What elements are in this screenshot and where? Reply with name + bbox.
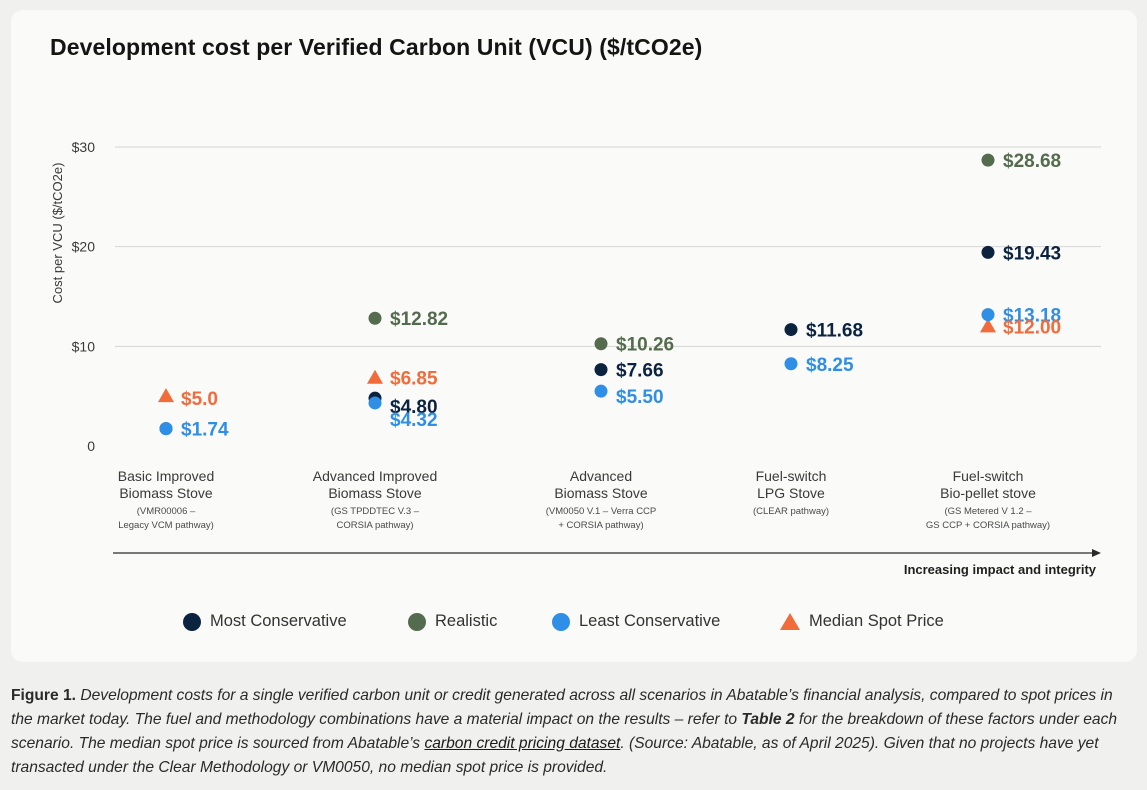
marker-least-conservative [594, 384, 608, 398]
category-label: Advanced [570, 468, 632, 484]
legend-label: Least Conservative [579, 612, 721, 630]
data-label-least-conservative: $8.25 [806, 355, 854, 376]
marker-least-conservative [981, 308, 995, 322]
marker-realistic [594, 337, 608, 351]
data-label-realistic: $10.26 [616, 335, 674, 356]
y-tick-label: $10 [72, 338, 96, 354]
marker-least-conservative [784, 357, 798, 371]
category-sublabel: (VMR00006 – [137, 506, 196, 517]
category-label: Bio-pellet stove [940, 485, 1036, 501]
category-sublabel: GS CCP + CORSIA pathway) [926, 520, 1050, 531]
marker-realistic [368, 311, 382, 325]
category-label: Biomass Stove [328, 485, 422, 501]
marker-most-conservative [594, 363, 608, 377]
legend-label: Most Conservative [210, 612, 347, 630]
marker-most-conservative [981, 245, 995, 259]
category-sublabel: (GS TPDDTEC V.3 – [331, 506, 420, 517]
category-label: Fuel-switch [953, 468, 1024, 484]
legend: Most Conservative Realistic Least Conser… [11, 612, 1137, 636]
category-sublabel: + CORSIA pathway) [558, 520, 643, 531]
chart-card: Development cost per Verified Carbon Uni… [11, 10, 1137, 662]
category-sublabel: (GS Metered V 1.2 – [944, 506, 1032, 517]
y-tick-label: $20 [72, 239, 96, 255]
data-label-most-conservative: $11.68 [806, 321, 863, 342]
category-label: Fuel-switch [756, 468, 827, 484]
data-label-most-conservative: $4.80 [390, 397, 438, 418]
marker-triangle-median-spot-price [158, 388, 174, 403]
category-label: LPG Stove [757, 485, 825, 501]
legend-triangle-icon [780, 613, 800, 630]
category-sublabel: CORSIA pathway) [336, 520, 413, 531]
data-label-realistic: $28.68 [1003, 151, 1061, 172]
category-sublabel: Legacy VCM pathway) [118, 520, 214, 531]
marker-most-conservative [784, 323, 798, 337]
category-label: Basic Improved [118, 468, 214, 484]
legend-item-least-conservative: Least Conservative [552, 612, 720, 631]
data-label-median-spot-price: $6.85 [390, 369, 438, 390]
caption-text-2: for the breakdown of these factors under… [11, 711, 1118, 752]
data-label-least-conservative: $13.18 [1003, 306, 1061, 327]
marker-realistic [981, 153, 995, 167]
marker-triangle-median-spot-price [367, 369, 383, 384]
arrow-right-icon [1092, 549, 1101, 557]
data-label-most-conservative: $19.43 [1003, 243, 1061, 264]
caption-dataset-link[interactable]: carbon credit pricing dataset [424, 735, 621, 752]
y-tick-label: $30 [72, 139, 96, 155]
legend-item-median-spot-price: Median Spot Price [780, 612, 944, 631]
marker-least-conservative [368, 396, 382, 410]
data-label-least-conservative: $5.50 [616, 387, 664, 408]
category-label: Advanced Improved [313, 468, 438, 484]
data-label-least-conservative: $4.32 [390, 410, 438, 431]
data-label-least-conservative: $1.74 [181, 420, 229, 441]
data-label-median-spot-price: $5.0 [181, 389, 218, 410]
legend-dot-icon [183, 612, 201, 631]
caption-text-1: Development costs for a single verified … [11, 687, 1113, 728]
chart-title: Development cost per Verified Carbon Uni… [50, 34, 703, 60]
data-label-median-spot-price: $12.00 [1003, 317, 1061, 338]
legend-label: Median Spot Price [809, 612, 944, 630]
data-label-most-conservative: $7.66 [616, 361, 664, 382]
x-axis-label: Increasing impact and integrity [904, 562, 1097, 577]
caption-table-ref: Table 2 [741, 711, 795, 728]
marker-least-conservative [159, 422, 173, 436]
data-label-realistic: $12.82 [390, 309, 448, 330]
marker-triangle-median-spot-price [980, 318, 996, 333]
legend-label: Realistic [435, 612, 498, 630]
category-label: Biomass Stove [554, 485, 648, 501]
scatter-chart: Cost per VCU ($/tCO2e) 0 $10 $20 $30 Basic Im… [50, 139, 1101, 577]
figure-caption: Figure 1. Development costs for a single… [11, 684, 1131, 780]
y-axis-label: Cost per VCU ($/tCO2e) [50, 163, 65, 304]
category-sublabel: (CLEAR pathway) [753, 506, 829, 517]
caption-text-3: . (Source: Abatable, as of April 2025). … [11, 735, 1099, 776]
legend-dot-icon [408, 612, 426, 631]
category-sublabel: (VM0050 V.1 – Verra CCP [546, 506, 657, 517]
caption-figure-label: Figure 1. [11, 687, 76, 704]
legend-dot-icon [552, 612, 570, 631]
legend-item-most-conservative: Most Conservative [183, 612, 347, 631]
category-label: Biomass Stove [119, 485, 213, 501]
y-tick-label: 0 [87, 438, 95, 454]
legend-item-realistic: Realistic [408, 612, 497, 631]
